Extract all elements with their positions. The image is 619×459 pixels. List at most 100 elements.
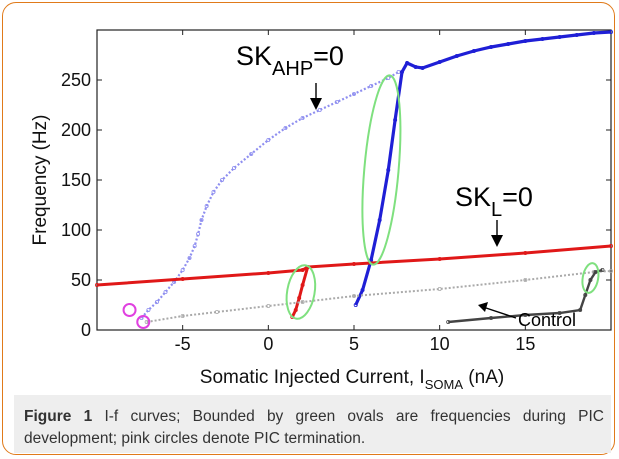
y-tick-label: 250 — [61, 70, 91, 90]
data-point-sk_ahp — [609, 29, 614, 34]
data-point-sk_ahp — [386, 167, 391, 172]
data-point-sk_ahp — [196, 231, 201, 236]
x-tick-label: 5 — [349, 334, 359, 354]
data-point-sk_ahp — [399, 70, 404, 75]
arrowhead-sk-l — [491, 235, 503, 247]
data-point-control — [489, 315, 494, 320]
data-point-sk_ahp — [300, 116, 305, 121]
figure-caption: Figure 1 I-f curves; Bounded by green ov… — [24, 406, 604, 450]
data-point-sk_ahp — [523, 39, 528, 44]
series-control-down — [448, 268, 603, 324]
data-point-sk_ahp — [413, 65, 418, 70]
series-control-up — [146, 270, 612, 323]
green-oval-2 — [361, 74, 402, 266]
data-point-sk_ahp — [334, 100, 339, 105]
data-point-sk_ahp — [283, 126, 288, 131]
data-point-sk_l — [180, 276, 185, 281]
x-axis-label: Somatic Injected Current, ISOMA (nA) — [200, 367, 504, 392]
data-point-control — [523, 277, 528, 282]
data-point-sk_ahp — [187, 255, 192, 260]
y-axis-label: Frequency (Hz) — [30, 115, 51, 246]
data-point-control — [266, 303, 271, 308]
data-point-sk_ahp — [369, 84, 374, 89]
data-point-sk_ahp — [154, 299, 159, 304]
data-point-control — [300, 299, 305, 304]
data-point-sk_ahp — [420, 66, 425, 71]
data-point-sk_ahp — [574, 33, 579, 38]
data-point-sk_ahp — [317, 108, 322, 113]
data-point-sk_ahp — [393, 118, 398, 123]
series-sk_ahp-up — [140, 71, 400, 319]
data-point-sk_l — [297, 295, 302, 300]
data-point-sk_ahp — [232, 165, 237, 170]
data-point-sk_ahp — [405, 61, 410, 66]
data-point-sk_l — [300, 282, 305, 287]
data-point-sk_ahp — [204, 203, 209, 208]
data-point-sk_l — [300, 267, 305, 272]
data-point-sk_l — [523, 250, 528, 255]
annotation-sk-l: SKL=0 — [455, 182, 533, 221]
series-sk_ahp-down — [354, 30, 612, 306]
data-point-sk_ahp — [146, 307, 151, 312]
green-oval-1 — [285, 264, 317, 320]
data-point-control — [578, 307, 583, 312]
data-point-sk_ahp — [249, 151, 254, 156]
data-point-sk_ahp — [557, 35, 562, 40]
data-point-sk_l — [351, 261, 356, 266]
data-point-sk_ahp — [353, 302, 358, 307]
data-point-sk_ahp — [266, 137, 271, 142]
y-tick-label: 50 — [71, 270, 91, 290]
data-point-sk_ahp — [180, 267, 185, 272]
x-tick-label: 0 — [263, 334, 273, 354]
data-point-sk_ahp — [163, 289, 168, 294]
caption-box: Figure 1 I-f curves; Bounded by green ov… — [14, 395, 611, 453]
data-point-sk_ahp — [540, 37, 545, 42]
data-point-control — [557, 310, 562, 315]
data-point-sk_ahp — [199, 217, 204, 222]
data-point-control — [180, 313, 185, 318]
data-point-sk_ahp — [437, 60, 442, 65]
data-point-sk_l — [609, 243, 614, 248]
data-point-control — [583, 292, 588, 297]
x-tick-label: -5 — [175, 334, 191, 354]
annotation-control: Control — [518, 310, 576, 330]
data-point-sk_ahp — [591, 30, 596, 35]
data-point-control — [437, 286, 442, 291]
data-point-sk_ahp — [471, 49, 476, 54]
data-point-control — [600, 267, 605, 272]
y-tick-label: 200 — [61, 120, 91, 140]
data-point-sk_ahp — [454, 54, 459, 59]
x-tick-label: 15 — [515, 334, 535, 354]
data-point-control — [609, 268, 614, 273]
caption-text: I-f curves; Bounded by green ovals are f… — [24, 408, 604, 447]
data-point-control — [214, 309, 219, 314]
y-tick-label: 100 — [61, 220, 91, 240]
y-tick-label: 0 — [81, 320, 91, 340]
data-point-sk_l — [293, 307, 298, 312]
data-point-control — [588, 277, 593, 282]
figure-frame — [2, 2, 615, 455]
pink-circle-2 — [136, 315, 151, 329]
series-sk_l-down — [290, 244, 612, 318]
data-point-sk_ahp — [220, 177, 225, 182]
plot-area-border — [96, 29, 612, 331]
arrowhead-sk-ahp — [310, 98, 322, 110]
annotation-sk-ahp: SKAHP=0 — [236, 41, 344, 80]
figure-label: Figure 1 — [24, 408, 93, 425]
y-tick-label: 150 — [61, 170, 91, 190]
data-point-sk_l — [95, 282, 100, 287]
data-point-sk_ahp — [351, 92, 356, 97]
data-point-sk_ahp — [192, 243, 197, 248]
data-point-control — [593, 269, 598, 274]
series-sk_l-up — [96, 265, 309, 287]
data-point-sk_ahp — [506, 42, 511, 47]
data-point-control — [351, 293, 356, 298]
data-point-sk_ahp — [211, 189, 216, 194]
data-point-sk_ahp — [489, 45, 494, 50]
pink-circle-1 — [122, 303, 137, 317]
data-point-sk_ahp — [377, 217, 382, 222]
data-point-sk_ahp — [360, 287, 365, 292]
data-point-control — [523, 312, 528, 317]
green-oval-3 — [581, 262, 600, 294]
